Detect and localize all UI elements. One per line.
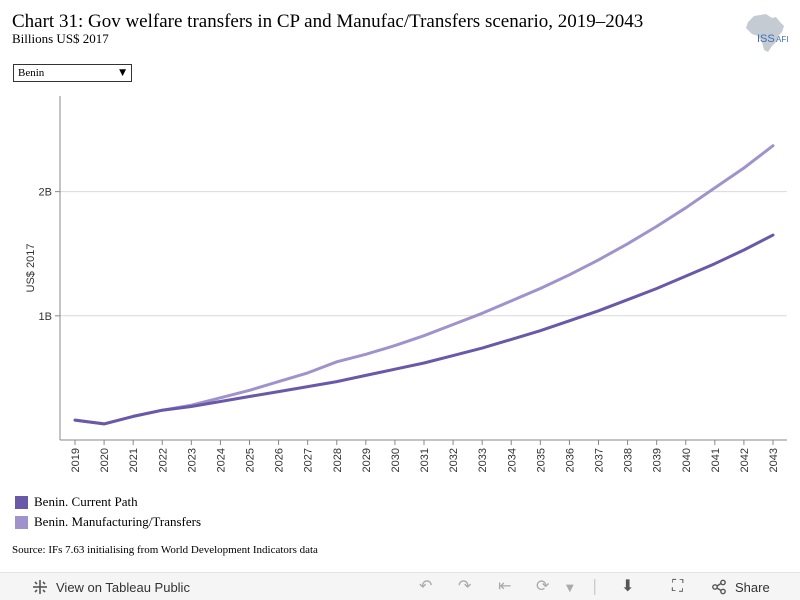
tableau-toolbar: View on Tableau Public ↶ ↷ ⇤ ⟳ ▼ | ⬇ ⛶ S… (0, 572, 800, 600)
x-tick-label: 2043 (768, 448, 780, 472)
undo-icon[interactable]: ↶ (419, 576, 433, 595)
revert-icon[interactable]: ⇤ (498, 576, 512, 595)
x-tick-label: 2031 (419, 448, 431, 472)
series-line-0[interactable] (73, 233, 775, 426)
country-filter-dropdown[interactable]: Benin ▼ (13, 64, 132, 82)
iss-africa-logo: ISS AFI (746, 14, 788, 52)
x-tick-label: 2034 (506, 448, 518, 472)
x-tick-label: 2038 (623, 448, 635, 472)
view-on-tableau-label: View on Tableau Public (56, 579, 190, 595)
x-tick-label: 2027 (303, 448, 315, 472)
x-tick-label: 2041 (710, 448, 722, 472)
x-tick-label: 2024 (215, 448, 227, 472)
share-button[interactable]: Share (711, 579, 770, 595)
y-tick-label: 1B (39, 311, 52, 323)
x-tick-label: 2035 (535, 448, 547, 472)
legend-item-current-path[interactable]: Benin. Current Path (15, 492, 201, 512)
fullscreen-icon[interactable]: ⛶ (672, 576, 684, 595)
x-tick-label: 2036 (564, 448, 576, 472)
redo-icon[interactable]: ↷ (458, 576, 472, 595)
x-tick-label: 2021 (128, 448, 140, 472)
y-axis-label: US$ 2017 (25, 244, 37, 293)
x-tick-label: 2020 (99, 448, 111, 472)
share-icon (712, 579, 726, 595)
logo-text: ISS (757, 33, 775, 45)
x-tick-label: 2022 (157, 448, 169, 472)
chevron-down-icon: ▼ (119, 68, 126, 78)
x-tick-label: 2033 (477, 448, 489, 472)
logo-suffix: AFI (776, 35, 788, 44)
legend: Benin. Current Path Benin. Manufacturing… (15, 492, 201, 532)
line-chart: 1B 2B US$ 2017 2019 2020 2021 2022 2023 2024 2025… (25, 96, 787, 472)
chart-subtitle: Billions US$ 2017 (12, 31, 109, 46)
x-tick-label: 2028 (332, 448, 344, 472)
x-tick-label: 2039 (652, 448, 664, 472)
chart-title: Chart 31: Gov welfare transfers in CP an… (12, 11, 644, 32)
source-note: Source: IFs 7.63 initialising from World… (12, 544, 318, 556)
legend-item-manufacturing-transfers[interactable]: Benin. Manufacturing/Transfers (15, 512, 201, 532)
x-tick-label: 2019 (70, 448, 82, 472)
x-tick-label: 2037 (594, 448, 606, 472)
country-filter-value: Benin (18, 67, 45, 79)
x-tick-label: 2026 (274, 448, 286, 472)
x-tick-label: 2042 (739, 448, 751, 472)
legend-label-manufacturing-transfers: Benin. Manufacturing/Transfers (34, 514, 202, 529)
share-label: Share (735, 579, 770, 595)
legend-label-current-path: Benin. Current Path (34, 494, 138, 509)
x-tick-label: 2040 (681, 448, 693, 472)
x-tick-label: 2023 (186, 448, 198, 472)
dropdown-icon[interactable]: ▼ (566, 583, 574, 594)
tableau-logo-icon (33, 580, 47, 594)
y-tick-label: 2B (39, 187, 52, 199)
x-tick-label: 2025 (245, 448, 257, 472)
toolbar-divider: | (592, 576, 598, 595)
legend-swatch-manufacturing-transfers (15, 515, 28, 529)
x-tick-label: 2032 (448, 448, 460, 472)
legend-swatch-current-path (15, 495, 28, 509)
x-tick-label: 2029 (361, 448, 373, 472)
download-icon[interactable]: ⬇ (621, 576, 635, 595)
x-tick-label: 2030 (390, 448, 402, 472)
view-on-tableau-link[interactable]: View on Tableau Public (32, 579, 190, 595)
refresh-icon[interactable]: ⟳ (536, 576, 550, 595)
